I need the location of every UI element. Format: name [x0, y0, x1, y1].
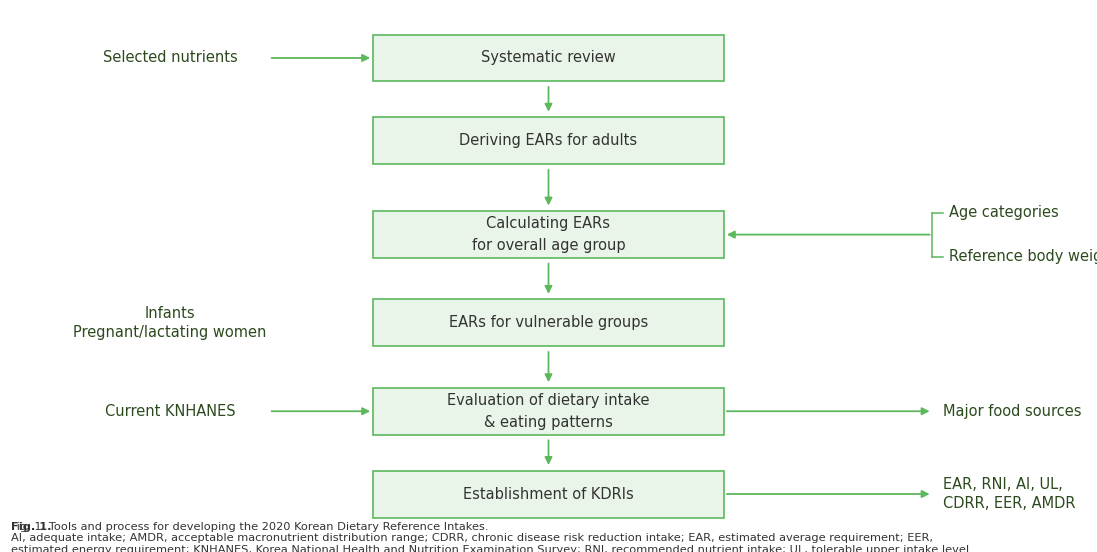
- Text: Major food sources: Major food sources: [943, 404, 1082, 419]
- Text: Deriving EARs for adults: Deriving EARs for adults: [460, 133, 637, 148]
- Text: Age categories: Age categories: [949, 205, 1059, 220]
- Text: Reference body weight: Reference body weight: [949, 249, 1097, 264]
- FancyBboxPatch shape: [373, 388, 724, 435]
- Text: Establishment of KDRIs: Establishment of KDRIs: [463, 486, 634, 502]
- Text: AI, adequate intake; AMDR, acceptable macronutrient distribution range; CDRR, ch: AI, adequate intake; AMDR, acceptable ma…: [11, 533, 932, 543]
- FancyBboxPatch shape: [373, 34, 724, 81]
- Text: EAR, RNI, AI, UL,
CDRR, EER, AMDR: EAR, RNI, AI, UL, CDRR, EER, AMDR: [943, 476, 1076, 512]
- Text: Evaluation of dietary intake
& eating patterns: Evaluation of dietary intake & eating pa…: [448, 392, 649, 430]
- Text: Calculating EARs
for overall age group: Calculating EARs for overall age group: [472, 216, 625, 253]
- Text: Current KNHANES: Current KNHANES: [104, 404, 236, 419]
- Text: Systematic review: Systematic review: [482, 50, 615, 66]
- Text: Selected nutrients: Selected nutrients: [103, 50, 237, 66]
- FancyBboxPatch shape: [373, 470, 724, 518]
- Text: Fig. 1.: Fig. 1.: [11, 522, 52, 532]
- FancyBboxPatch shape: [373, 118, 724, 164]
- Text: EARs for vulnerable groups: EARs for vulnerable groups: [449, 315, 648, 331]
- Text: Fig. 1. Tools and process for developing the 2020 Korean Dietary Reference Intak: Fig. 1. Tools and process for developing…: [11, 522, 488, 532]
- Text: estimated energy requirement; KNHANES, Korea National Health and Nutrition Exami: estimated energy requirement; KNHANES, K…: [11, 545, 973, 552]
- FancyBboxPatch shape: [373, 299, 724, 347]
- FancyBboxPatch shape: [373, 211, 724, 258]
- Text: Infants
Pregnant/lactating women: Infants Pregnant/lactating women: [73, 305, 267, 341]
